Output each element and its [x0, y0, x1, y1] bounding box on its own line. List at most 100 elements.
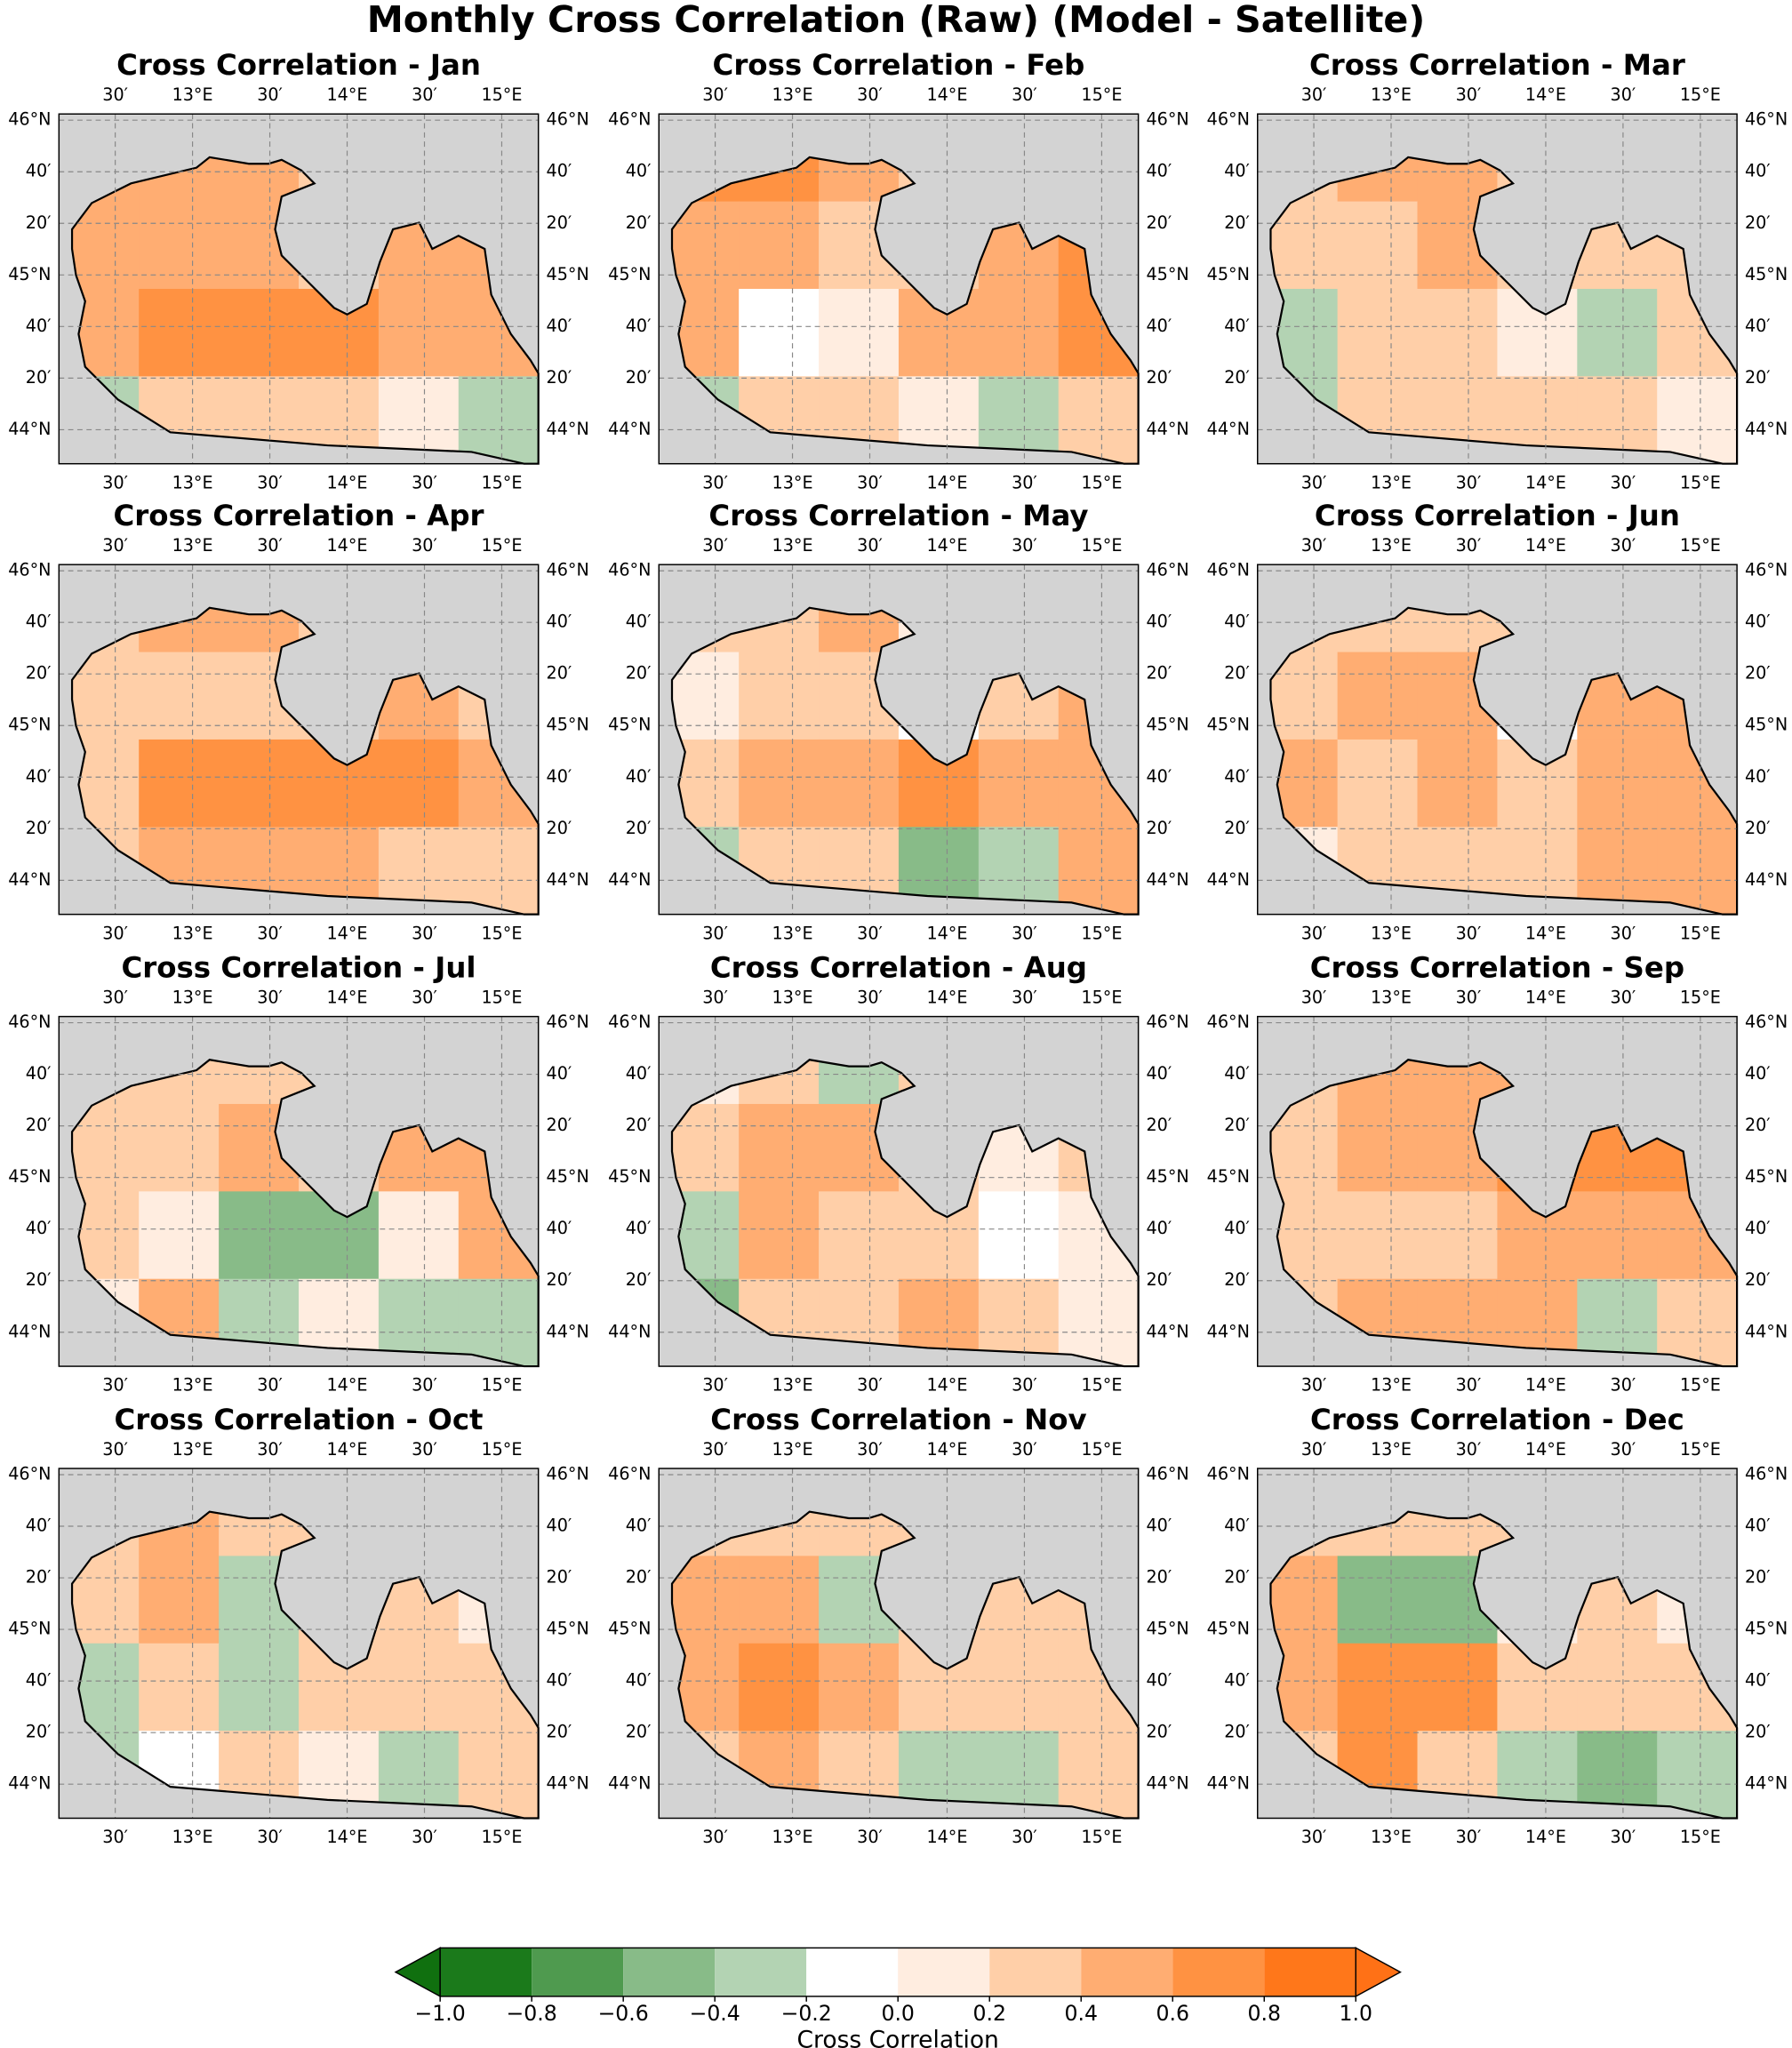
x-tick-label: 30′ — [857, 1375, 883, 1396]
field-cell — [1417, 1191, 1499, 1280]
x-tick-label: 15°E — [1081, 535, 1122, 556]
x-tick-label: 15°E — [1680, 535, 1721, 556]
y-tick-label: 40′ — [26, 766, 52, 787]
colorbar-swatch — [1264, 1948, 1356, 1996]
x-tick-label: 15°E — [1680, 1375, 1721, 1396]
field-cell — [219, 739, 300, 828]
x-tick-label: 14°E — [327, 987, 368, 1007]
x-tick-label: 30′ — [102, 1375, 128, 1396]
y-tick-label: 44°N — [1745, 1321, 1788, 1341]
y-tick-label: 40′ — [1745, 612, 1771, 632]
y-tick-label: 40′ — [26, 612, 52, 632]
x-tick-label: 13°E — [772, 987, 813, 1007]
y-tick-label: 45°N — [1146, 1166, 1188, 1187]
field-cell — [458, 827, 539, 915]
y-tick-label: 40′ — [1146, 1063, 1172, 1084]
field-cell — [1417, 1643, 1499, 1732]
x-tick-label: 14°E — [926, 987, 967, 1007]
y-tick-label: 20′ — [1224, 818, 1250, 838]
x-tick-label: 30′ — [1456, 535, 1482, 556]
field-cell — [819, 739, 900, 828]
x-tick-label: 15°E — [481, 1375, 522, 1396]
map-panel: 30′ 30′ 13°E 13°E 30′ 30′ 14°E 14°E 30′ 30′ 15°E 15… — [8, 535, 589, 943]
y-tick-label: 20′ — [1224, 367, 1250, 388]
x-tick-label: 15°E — [1081, 1827, 1122, 1847]
panel-title: Cross Correlation - Feb — [713, 48, 1085, 82]
y-tick-label: 46°N — [8, 560, 51, 580]
x-tick-label: 30′ — [1301, 535, 1327, 556]
x-tick-label: 13°E — [1371, 987, 1412, 1007]
x-tick-label: 13°E — [1371, 472, 1412, 492]
panel-title: Cross Correlation - Mar — [1309, 48, 1685, 82]
field-cell — [739, 1556, 820, 1644]
field-cell — [819, 288, 900, 378]
x-tick-label: 30′ — [1012, 1375, 1037, 1396]
y-tick-label: 20′ — [1745, 663, 1771, 684]
x-tick-label: 30′ — [702, 84, 728, 105]
colorbar-swatch — [623, 1948, 716, 1996]
x-tick-label: 14°E — [926, 472, 967, 492]
field-cell — [1417, 288, 1499, 378]
y-tick-label: 46°N — [1207, 1012, 1250, 1032]
x-tick-label: 30′ — [857, 923, 883, 943]
field-cell — [139, 1556, 220, 1644]
y-tick-label: 40′ — [1224, 1218, 1250, 1238]
x-tick-label: 30′ — [102, 84, 128, 105]
colorbar-swatch — [806, 1948, 899, 1996]
colorbar: −1.0 −0.8 −0.6 −0.4 −0.2 0.0 0.2 0.4 0.6 0.8 1.0 Cr… — [394, 1947, 1402, 2048]
y-tick-label: 45°N — [8, 715, 51, 735]
coastline — [1269, 1059, 1739, 1368]
y-tick-label: 40′ — [626, 161, 652, 181]
colorbar-extend-under — [394, 1947, 441, 1998]
y-tick-label: 40′ — [1224, 1063, 1250, 1084]
y-tick-label: 45°N — [608, 264, 651, 284]
x-tick-label: 30′ — [1611, 1375, 1636, 1396]
map-panel: 30′ 30′ 13°E 13°E 30′ 30′ 14°E 14°E 30′ 30′ 15°E 15… — [608, 84, 1189, 492]
panel-frame — [58, 1015, 540, 1367]
panel-title: Cross Correlation - Jan — [116, 48, 481, 82]
y-tick-label: 40′ — [1745, 1063, 1771, 1084]
map-panel: 30′ 30′ 13°E 13°E 30′ 30′ 14°E 14°E 30′ 30′ 15°E 15… — [1207, 535, 1788, 943]
y-tick-label: 20′ — [26, 212, 52, 233]
y-tick-label: 20′ — [1224, 1722, 1250, 1742]
map-panel: 30′ 30′ 13°E 13°E 30′ 30′ 14°E 14°E 30′ 30′ 15°E 15… — [1207, 987, 1788, 1395]
x-tick-label: 30′ — [1012, 987, 1037, 1007]
colorbar-swatch — [989, 1948, 1082, 1996]
y-tick-label: 40′ — [547, 161, 572, 181]
y-tick-label: 40′ — [1745, 1218, 1771, 1238]
x-tick-label: 30′ — [1301, 987, 1327, 1007]
y-tick-label: 40′ — [1146, 1516, 1172, 1536]
colorbar-extend-over — [1355, 1947, 1402, 1998]
y-tick-label: 44°N — [8, 419, 51, 439]
panel-frame — [658, 113, 1140, 465]
x-tick-label: 30′ — [412, 472, 437, 492]
y-tick-label: 20′ — [547, 1269, 572, 1290]
y-tick-label: 44°N — [1207, 1773, 1250, 1794]
y-tick-label: 40′ — [547, 1063, 572, 1084]
y-tick-label: 40′ — [547, 1516, 572, 1536]
x-tick-label: 14°E — [1525, 1439, 1566, 1460]
x-tick-label: 30′ — [1611, 923, 1636, 943]
x-tick-label: 13°E — [172, 1375, 213, 1396]
y-tick-label: 20′ — [1745, 1567, 1771, 1588]
map-panel: 30′ 30′ 13°E 13°E 30′ 30′ 14°E 14°E 30′ 30′ 15°E 15… — [8, 84, 589, 492]
y-tick-label: 20′ — [1745, 818, 1771, 838]
field-cell — [1337, 288, 1419, 378]
field-cell — [219, 1191, 300, 1280]
y-tick-label: 40′ — [547, 766, 572, 787]
y-tick-label: 44°N — [1207, 419, 1250, 439]
coastline — [1269, 606, 1739, 916]
y-tick-label: 40′ — [26, 316, 52, 336]
y-tick-label: 40′ — [26, 1670, 52, 1691]
y-tick-label: 40′ — [626, 612, 652, 632]
x-tick-label: 30′ — [412, 1375, 437, 1396]
figure-title: Monthly Cross Correlation (Raw) (Model -… — [367, 0, 1426, 41]
field-cell — [1058, 827, 1139, 915]
x-tick-label: 15°E — [1680, 1827, 1721, 1847]
x-tick-label: 13°E — [1371, 1439, 1412, 1460]
map-panel: 30′ 30′ 13°E 13°E 30′ 30′ 14°E 14°E 30′ 30′ 15°E 15… — [8, 1439, 589, 1847]
y-tick-label: 20′ — [26, 1722, 52, 1742]
y-tick-label: 46°N — [1745, 109, 1788, 130]
x-tick-label: 14°E — [1525, 1827, 1566, 1847]
y-tick-label: 40′ — [626, 1063, 652, 1084]
